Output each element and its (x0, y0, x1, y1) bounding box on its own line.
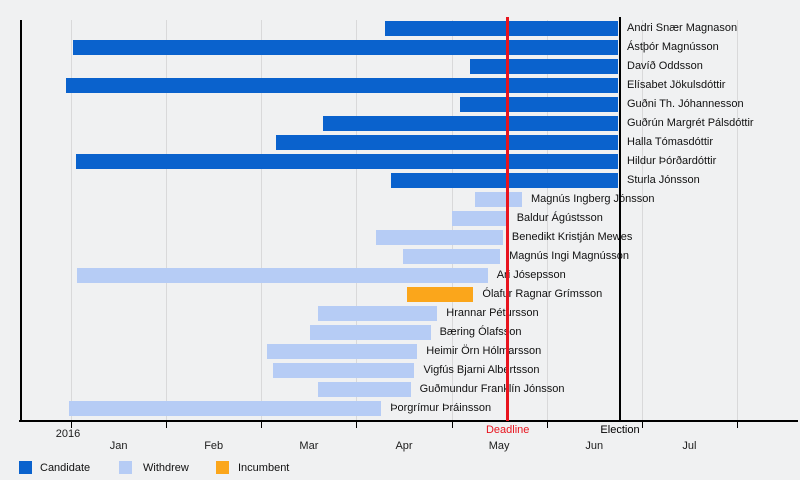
timeline-bar-withdrew (318, 306, 438, 321)
candidate-name: Ástþór Magnússon (627, 41, 719, 53)
month-label: May (488, 440, 510, 452)
timeline-bar-candidate (275, 135, 619, 150)
timeline-bar-withdrew (451, 211, 508, 226)
legend-swatch-withdrew (119, 461, 132, 474)
timeline-bar-candidate (469, 59, 618, 74)
timeline-bar-withdrew (403, 249, 500, 264)
month-label: Jul (682, 440, 697, 452)
timeline-bar-candidate (72, 40, 619, 55)
deadline-label: Deadline (485, 424, 530, 436)
candidate-name: Davíð Oddsson (627, 60, 703, 72)
candidate-name: Þorgrímur Þráinsson (390, 402, 492, 414)
timeline-bar-candidate (75, 154, 619, 169)
axis-tick (451, 421, 453, 428)
legend-label-incumbent: Incumbent (238, 462, 290, 474)
month-gridline (641, 20, 643, 421)
month-gridline (166, 20, 168, 421)
candidate-name: Elísabet Jökulsdóttir (627, 79, 726, 91)
month-label: Jun (585, 440, 604, 452)
candidate-name: Baldur Ágústsson (516, 212, 603, 224)
candidate-name: Andri Snær Magnason (627, 22, 738, 34)
month-gridline (356, 20, 358, 421)
month-label: Feb (204, 440, 224, 452)
legend-label-withdrew: Withdrew (143, 462, 189, 474)
axis-tick (641, 421, 643, 428)
axis-tick (546, 421, 548, 428)
month-label: Mar (299, 440, 319, 452)
legend-swatch-candidate (19, 461, 32, 474)
legend-swatch-incumbent (216, 461, 229, 474)
timeline-bar-incumbent (406, 287, 474, 302)
timeline-bar-candidate (460, 97, 618, 112)
axis-tick (356, 421, 358, 428)
candidate-name: Magnús Ingi Magnússon (509, 250, 629, 262)
timeline-bar-candidate (323, 116, 618, 131)
month-gridline (546, 20, 548, 421)
candidate-name: Guðni Th. Jóhannesson (627, 98, 744, 110)
candidate-name: Ólafur Ragnar Grímsson (482, 288, 603, 300)
candidate-name: Halla Tómasdóttir (627, 136, 713, 148)
timeline-bar-candidate (385, 21, 619, 36)
y-axis-line (20, 20, 22, 421)
timeline-bar-withdrew (69, 401, 382, 416)
month-gridline (737, 20, 738, 421)
timeline-bar-withdrew (76, 268, 488, 283)
candidate-name: Magnús Ingberg Jónsson (531, 193, 655, 205)
candidate-name: Bæring Ólafsson (439, 326, 522, 338)
x-axis-line (19, 420, 798, 422)
timeline-bar-withdrew (267, 344, 418, 359)
timeline-bar-withdrew (272, 363, 415, 378)
election-line (618, 17, 622, 421)
axis-tick (261, 421, 263, 428)
year-label: 2016 (55, 428, 81, 440)
candidate-name: Heimir Örn Hólmarsson (426, 345, 542, 357)
legend-label-candidate: Candidate (40, 462, 91, 474)
timeline-bar-withdrew (318, 382, 411, 397)
timeline-bar-withdrew (309, 325, 431, 340)
timeline-bar-withdrew (475, 192, 522, 207)
month-label: Jan (109, 440, 128, 452)
candidate-name: Hildur Þórðardóttir (627, 155, 717, 167)
month-gridline (261, 20, 263, 421)
candidate-name: Hrannar Pétursson (446, 307, 539, 319)
timeline-bar-candidate (390, 173, 619, 188)
deadline-line (506, 17, 509, 421)
candidate-name: Ari Jósepsson (496, 269, 566, 281)
candidate-name: Sturla Jónsson (627, 174, 700, 186)
candidate-name: Guðmundur Franklín Jónsson (419, 383, 565, 395)
month-label: Apr (395, 440, 413, 452)
axis-tick (166, 421, 168, 428)
candidate-name: Guðrún Margrét Pálsdóttir (627, 117, 754, 129)
timeline-bar-candidate (66, 78, 618, 93)
candidate-name: Vigfús Bjarni Albertsson (423, 364, 540, 376)
month-gridline (71, 20, 72, 421)
axis-tick (71, 421, 72, 428)
axis-tick (737, 421, 738, 428)
candidate-name: Benedikt Kristján Mewes (511, 231, 633, 243)
election-label: Election (600, 424, 640, 436)
timeline-bar-withdrew (376, 230, 503, 245)
